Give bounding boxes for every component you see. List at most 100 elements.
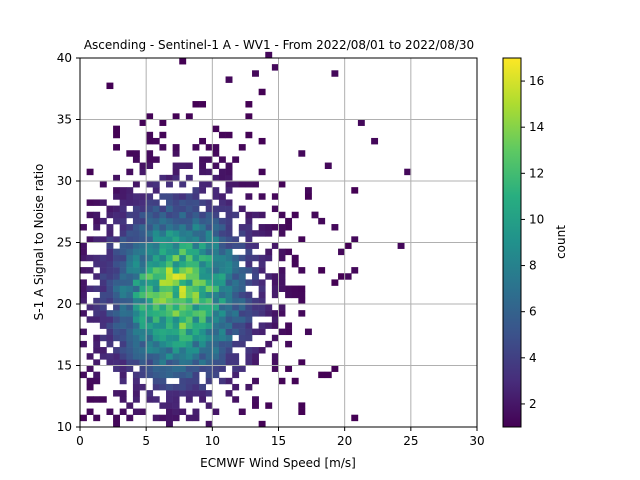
heatmap-cell [232,291,240,299]
heatmap-cell [166,291,173,299]
heatmap-cell [93,347,101,354]
heatmap-cell [192,377,200,385]
heatmap-cell [179,267,187,274]
heatmap-cell [139,383,147,391]
heatmap-cell [119,316,127,323]
heatmap-cell [172,408,180,415]
heatmap-cell [119,279,127,286]
heatmap-cell [139,199,147,206]
heatmap-cell [132,279,140,286]
heatmap-cell [152,304,160,311]
heatmap-cell [159,340,167,348]
heatmap-cell [205,273,213,280]
heatmap-cell [119,285,127,292]
heatmap-cell [139,408,147,415]
heatmap-cell [159,254,167,262]
heatmap-cell [205,353,213,360]
heatmap-cell [119,260,127,268]
heatmap-cell [119,353,127,360]
heatmap-cell [139,236,147,243]
heatmap-cell [218,353,226,360]
colorbar-tick-label: 4 [529,351,537,365]
heatmap-cell [185,211,193,219]
heatmap-cell [139,248,147,256]
heatmap-cell [357,119,365,126]
heatmap-cell [179,205,187,213]
heatmap-cell [106,230,114,237]
heatmap-cell [80,371,87,379]
heatmap-cell [185,297,193,305]
heatmap-cell [199,211,207,219]
heatmap-cell [278,211,286,219]
heatmap-cell [152,217,160,225]
heatmap-cell [185,162,193,169]
heatmap-cell [139,371,147,379]
heatmap-cell [93,224,101,231]
heatmap-cell [212,322,220,329]
heatmap-cell [192,383,200,391]
heatmap-cell [93,297,101,305]
heatmap-cell [152,187,160,194]
heatmap-cell [166,217,173,225]
y-axis-ticks: 10 15 20 25 30 35 40 [57,51,80,434]
heatmap-cell [119,304,127,311]
heatmap-cell [99,291,107,299]
heatmap-cell [113,328,120,336]
heatmap-cell [80,267,87,274]
heatmap-cell [258,420,266,428]
heatmap-cell [126,414,134,422]
heatmap-cell [199,156,207,163]
heatmap-cell [185,230,193,237]
heatmap-cell [179,199,187,206]
heatmap-cell [132,353,140,360]
heatmap-cell [166,273,173,280]
heatmap-cell [119,236,127,243]
heatmap-cell [252,254,259,262]
heatmap-cell [126,359,134,366]
heatmap-cell [205,254,213,262]
heatmap-cell [185,217,193,225]
heatmap-cell [132,310,140,317]
y-tick-label: 10 [57,420,72,434]
heatmap-cell [146,322,154,329]
heatmap-cell [291,285,299,292]
heatmap-cell [199,353,207,360]
heatmap-cell [139,205,147,213]
heatmap-cell [126,340,134,348]
heatmap-cell [218,242,226,249]
heatmap-cell [139,168,147,176]
heatmap-cell [132,347,140,354]
heatmap-cell [159,131,167,139]
heatmap-cell [132,408,140,415]
heatmap-cell [179,248,187,256]
heatmap-cell [179,291,187,299]
heatmap-cell [185,396,193,403]
heatmap-cell [86,236,94,243]
heatmap-cell [132,248,140,256]
heatmap-cell [232,242,240,249]
heatmap-cell [93,217,101,225]
heatmap-cell [205,402,213,409]
heatmap-cell [113,359,120,366]
heatmap-cell [126,248,134,256]
heatmap-cell [132,340,140,348]
heatmap-cell [166,205,173,213]
heatmap-cell [159,279,167,286]
heatmap-cell [225,76,233,83]
heatmap-cell [199,291,207,299]
heatmap-cell [192,408,200,415]
heatmap-cell [205,420,213,428]
heatmap-cell [225,322,233,329]
heatmap-cell [139,353,147,360]
heatmap-cell [232,340,240,348]
heatmap-cell [199,322,207,329]
heatmap-cell [218,199,226,206]
heatmap-cell [159,316,167,323]
heatmap-cell [152,242,160,249]
heatmap-cell [344,273,352,280]
heatmap-cell [139,119,147,126]
heatmap-cell [232,359,240,366]
heatmap-cell [245,254,253,262]
heatmap-cell [218,205,226,213]
heatmap-cell [80,254,87,262]
